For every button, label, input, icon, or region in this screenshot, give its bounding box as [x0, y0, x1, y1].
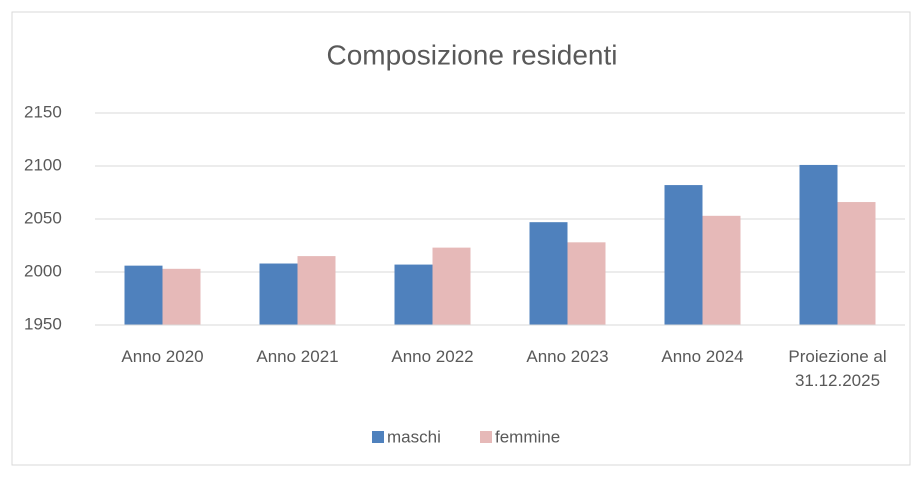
chart-border: [11, 11, 911, 466]
x-tick-label: Anno 2020: [121, 347, 204, 366]
bar: [432, 247, 471, 325]
bar: [259, 263, 298, 325]
bar: [529, 222, 568, 325]
x-tick-label: Anno 2023: [526, 347, 609, 366]
x-tick-label-box: Anno 2023: [526, 347, 609, 366]
bar: [567, 242, 606, 325]
y-tick-label: 2000: [24, 261, 62, 280]
x-tick-label: Anno 2021: [256, 347, 339, 366]
bar: [162, 268, 201, 325]
bar: [394, 264, 433, 325]
chart-title: Composizione residenti: [326, 39, 617, 70]
legend-swatch: [480, 431, 492, 443]
legend-swatch: [372, 431, 384, 443]
legend-label: maschi: [387, 427, 441, 446]
x-tick-label-box: Anno 2022: [391, 347, 474, 366]
bar: [124, 265, 163, 325]
bar: [837, 202, 876, 325]
x-tick-label-box: Anno 2020: [121, 347, 204, 366]
x-tick-label-box: Anno 2024: [661, 347, 744, 366]
x-tick-label-box: Anno 2021: [256, 347, 339, 366]
bar: [799, 164, 838, 325]
bar: [664, 185, 703, 325]
y-tick-label: 2150: [24, 102, 62, 121]
x-tick-label-box: Proiezione al 31.12.2025: [788, 347, 887, 390]
x-tick-label: Anno 2024: [661, 347, 744, 366]
y-tick-label: 1950: [24, 314, 62, 333]
x-tick-label: Anno 2022: [391, 347, 474, 366]
y-tick-label: 2100: [24, 155, 62, 174]
y-tick-label: 2050: [24, 208, 62, 227]
bar: [702, 215, 741, 325]
x-tick-label: Proiezione al 31.12.2025: [788, 347, 887, 390]
bar: [297, 256, 336, 325]
legend-label: femmine: [495, 427, 560, 446]
